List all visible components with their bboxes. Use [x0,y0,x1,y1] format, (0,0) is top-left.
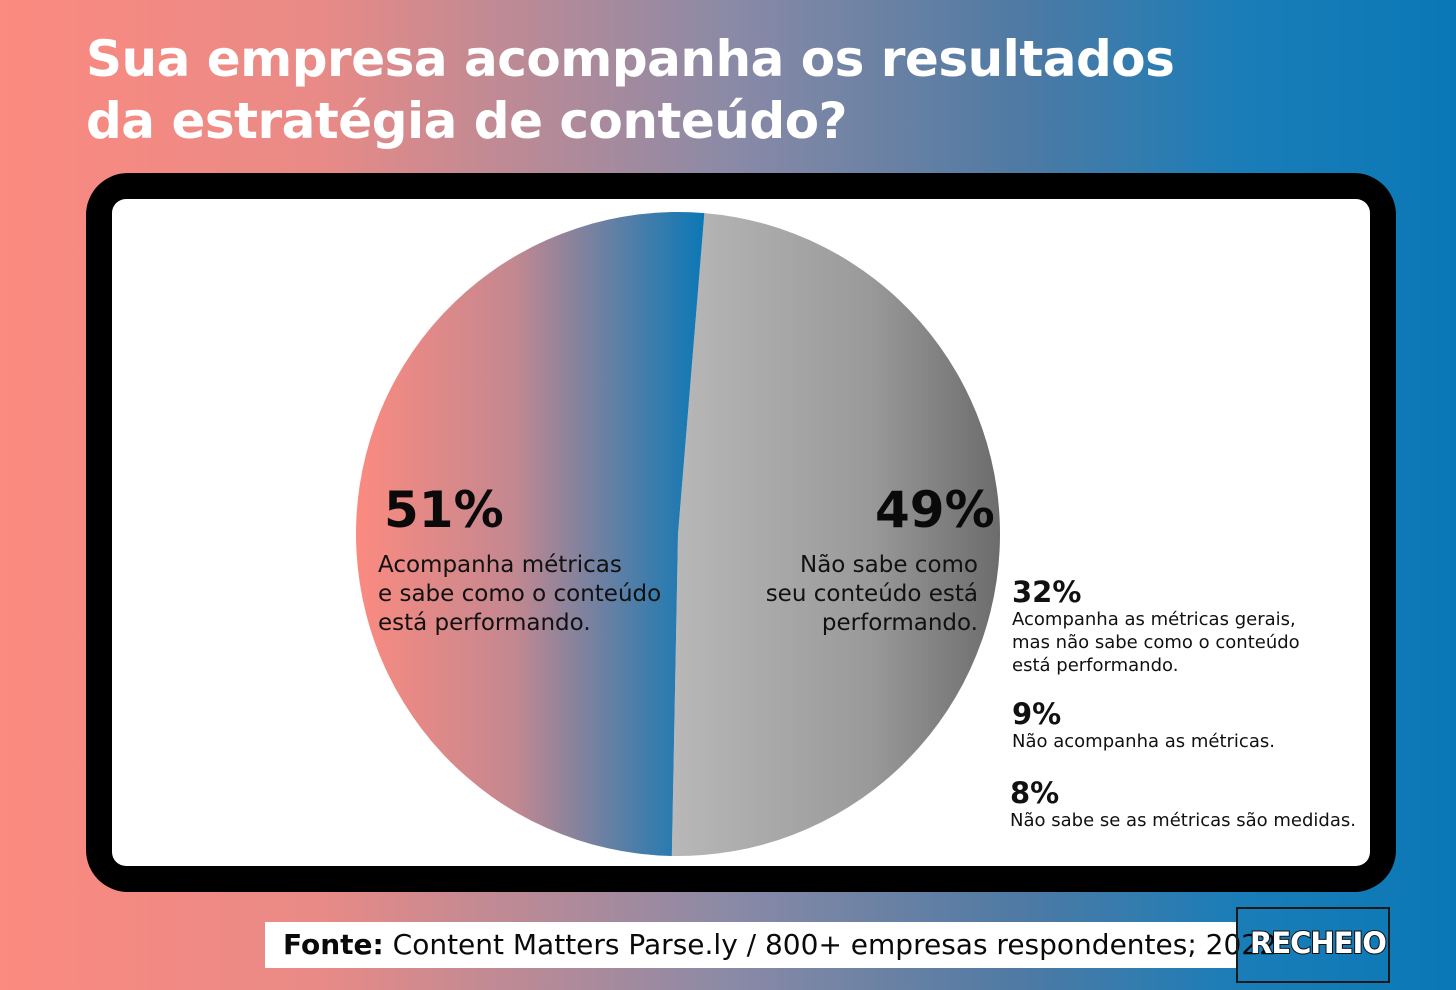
pie-slice-49 [671,213,1001,857]
breakdown-value-label: 9% [1012,697,1062,731]
slice-49-value-label: 49% [875,481,995,539]
slice-51-description-line: e sabe como o conteúdo [378,581,662,607]
slice-51-description-line: Acompanha métricas [378,552,622,578]
slice-49-description: Não sabe como seu conteúdo está performa… [740,551,978,638]
slice-49-description-line: seu conteúdo está [765,581,978,607]
brand-logo: RECHEIO [1249,925,1388,961]
breakdown-text-line: mas não sabe como o conteúdo [1012,632,1300,653]
chart-title: Sua empresa acompanha os resultados da e… [86,28,1186,152]
breakdown-item-9: 9% Não acompanha as métricas. [1012,698,1275,753]
pie-slice-51 [356,212,705,856]
breakdown-text-line: está performando. [1012,655,1179,676]
title-line-2: da estratégia de conteúdo? [86,92,848,150]
breakdown-value-label: 8% [1010,776,1060,810]
slice-51-description-line: está performando. [378,610,591,636]
source-citation: Fonte: Content Matters Parse.ly / 800+ e… [283,928,1277,962]
breakdown-text: Não acompanha as métricas. [1012,730,1275,753]
breakdown-text-line: Não sabe se as métricas são medidas. [1010,810,1356,831]
slice-49-description-line: performando. [821,610,978,636]
breakdown-text-line: Não acompanha as métricas. [1012,731,1275,752]
slice-51-description: Acompanha métricas e sabe como o conteúd… [378,551,661,638]
pie-chart [356,212,1001,857]
source-label: Fonte: [283,928,384,961]
breakdown-text: Não sabe se as métricas são medidas. [1010,809,1356,832]
slice-51-value-label: 51% [384,481,504,539]
breakdown-text-line: Acompanha as métricas gerais, [1012,609,1296,630]
breakdown-item-32: 32% Acompanha as métricas gerais, mas nã… [1012,576,1300,677]
breakdown-value-label: 32% [1012,575,1082,609]
breakdown-text: Acompanha as métricas gerais, mas não sa… [1012,608,1300,677]
source-box [265,922,1237,968]
source-text: Content Matters Parse.ly / 800+ empresas… [392,928,1277,961]
brand-logo-frame [1236,907,1390,983]
breakdown-item-8: 8% Não sabe se as métricas são medidas. [1010,777,1356,832]
slice-49-description-line: Não sabe como [799,552,978,578]
title-line-1: Sua empresa acompanha os resultados [86,30,1175,88]
